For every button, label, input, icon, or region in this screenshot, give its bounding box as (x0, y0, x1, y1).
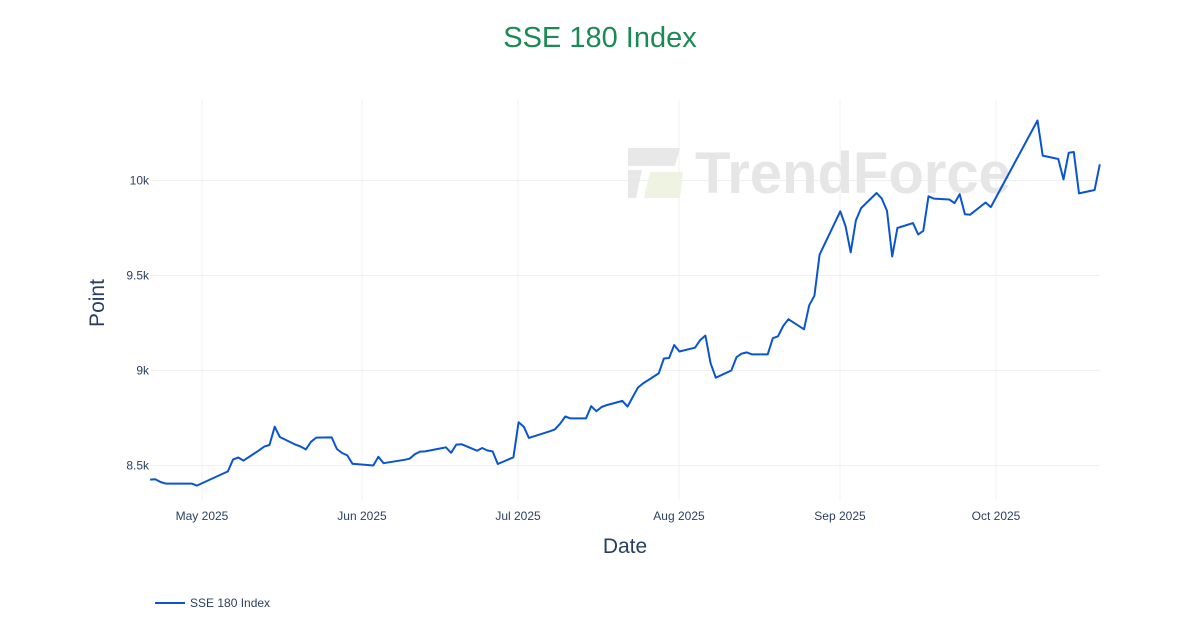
legend-line-swatch-icon (155, 602, 185, 604)
y-axis-ticks: 8.5k 9k 9.5k 10k (126, 174, 150, 473)
x-tick-label: Sep 2025 (814, 509, 866, 523)
x-tick-label: Jul 2025 (495, 509, 541, 523)
x-tick-label: May 2025 (176, 509, 229, 523)
watermark-logo-icon (628, 148, 683, 198)
y-tick-label: 8.5k (126, 459, 150, 473)
chart-title: SSE 180 Index (503, 22, 697, 54)
legend-item-label: SSE 180 Index (190, 596, 271, 610)
x-axis-title: Date (603, 535, 647, 558)
gridlines (150, 100, 1100, 500)
y-axis-title: Point (86, 279, 109, 327)
x-tick-label: Oct 2025 (972, 509, 1021, 523)
y-tick-label: 9k (136, 364, 150, 378)
y-tick-label: 9.5k (126, 269, 150, 283)
watermark-text: TrendForce (695, 141, 1011, 206)
x-axis-ticks: May 2025 Jun 2025 Jul 2025 Aug 2025 Sep 2025… (176, 509, 1021, 523)
y-tick-label: 10k (130, 174, 150, 188)
series-line-sse-180-index[interactable] (150, 119, 1101, 487)
legend[interactable]: SSE 180 Index (155, 596, 270, 610)
x-tick-label: Aug 2025 (653, 509, 705, 523)
x-tick-label: Jun 2025 (337, 509, 387, 523)
